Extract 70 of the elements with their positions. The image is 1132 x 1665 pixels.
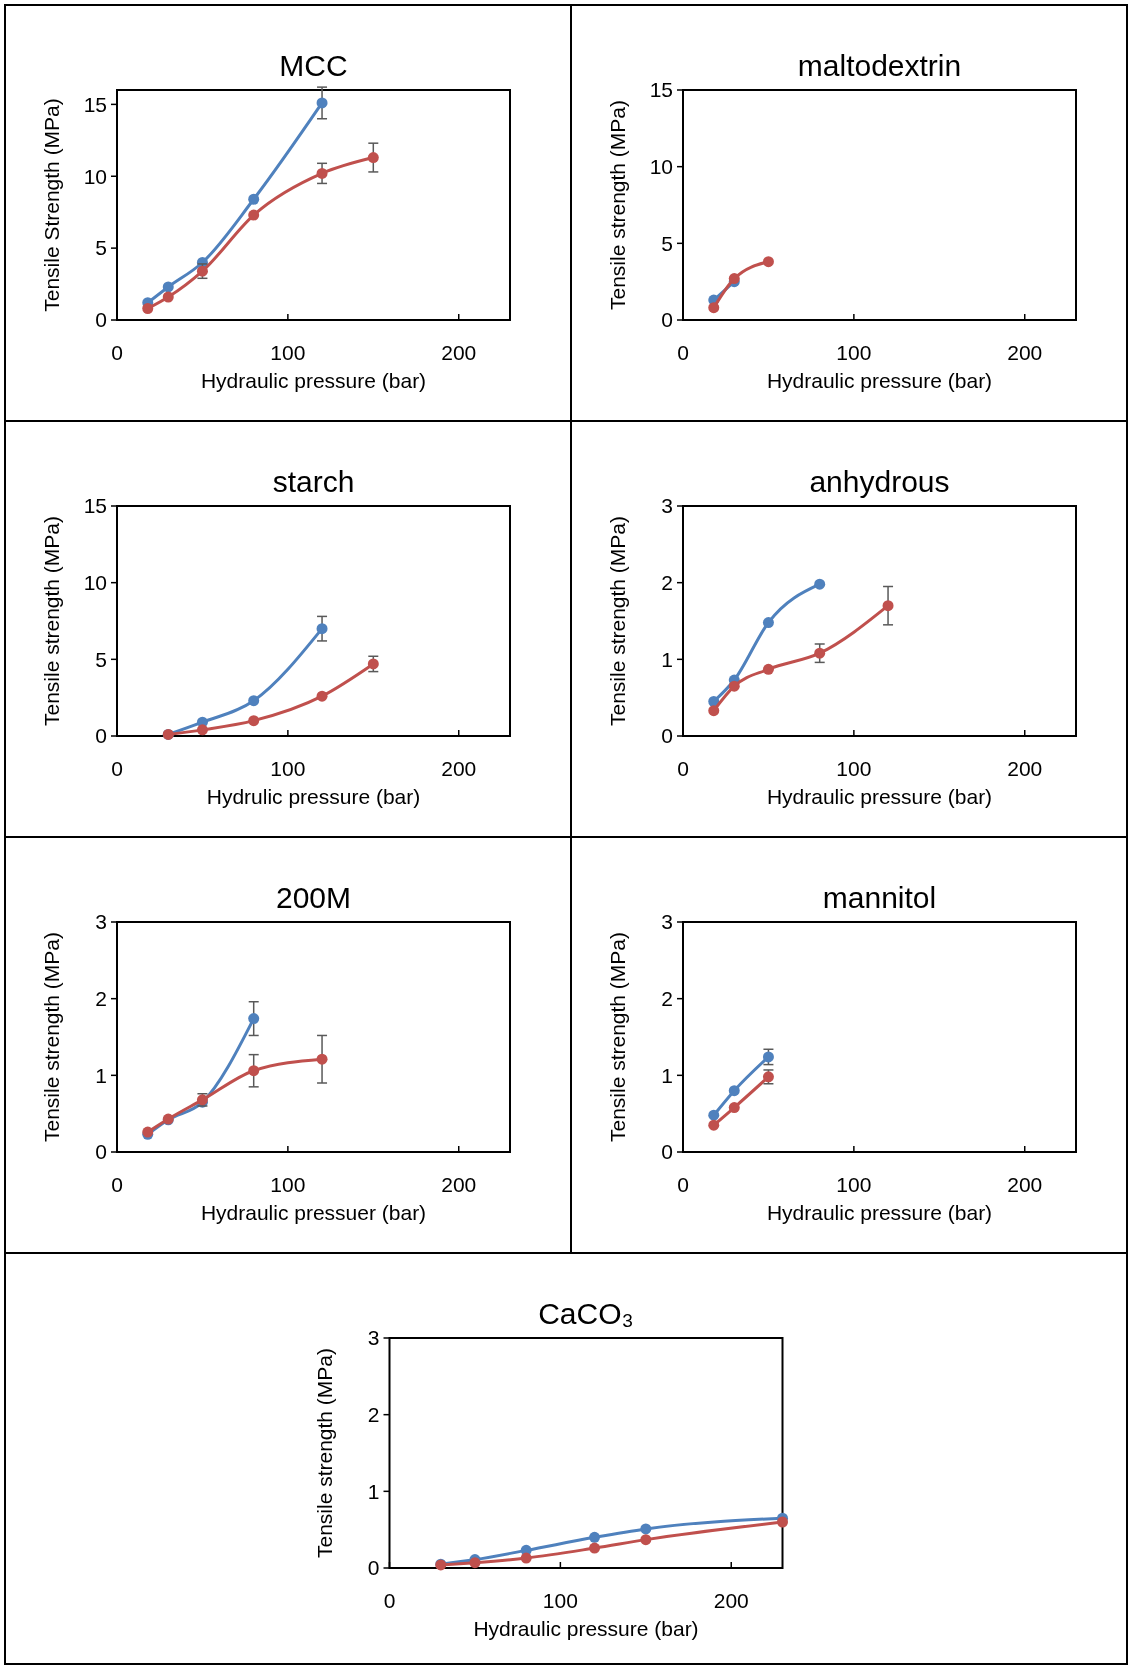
x-tick-label: 200 bbox=[441, 1173, 477, 1196]
y-tick-label: 1 bbox=[661, 1063, 673, 1087]
x-tick-label: 0 bbox=[677, 757, 689, 780]
chart-title: MCC bbox=[279, 49, 348, 82]
y-axis-title: Tensile strength (MPa) bbox=[606, 931, 629, 1143]
y-tick-label: 5 bbox=[661, 231, 673, 255]
y-tick-label: 2 bbox=[661, 571, 673, 595]
y-axis-title: Tensile strength (MPa) bbox=[40, 931, 63, 1143]
y-tick-label: 3 bbox=[661, 494, 673, 518]
x-tick-label: 0 bbox=[677, 1173, 689, 1196]
y-tick-label: 2 bbox=[661, 987, 673, 1011]
x-tick-label: 100 bbox=[836, 341, 872, 364]
y-tick-label: 2 bbox=[367, 1403, 380, 1427]
x-tick-label: 0 bbox=[111, 1173, 123, 1196]
y-tick-label: 2 bbox=[95, 987, 107, 1011]
y-tick-label: 10 bbox=[83, 571, 107, 595]
x-tick-label: 0 bbox=[111, 757, 123, 780]
chart-title: maltodextrin bbox=[797, 49, 962, 82]
y-tick-label: 3 bbox=[367, 1326, 380, 1350]
chart-title: CaCO₃ bbox=[538, 1297, 634, 1330]
chart-title: starch bbox=[272, 465, 355, 498]
y-tick-label: 10 bbox=[649, 155, 673, 179]
chart-title: mannitol bbox=[822, 881, 937, 914]
y-tick-label: 1 bbox=[95, 1063, 107, 1087]
y-tick-label: 0 bbox=[95, 308, 107, 332]
x-tick-label: 100 bbox=[270, 757, 306, 780]
y-axis-title: Tensile strength (MPa) bbox=[40, 515, 63, 727]
x-tick-label: 100 bbox=[270, 341, 306, 364]
x-tick-label: 0 bbox=[111, 341, 123, 364]
y-tick-label: 0 bbox=[95, 1140, 107, 1164]
y-tick-label: 1 bbox=[661, 647, 673, 671]
y-tick-label: 0 bbox=[95, 724, 107, 748]
y-tick-label: 3 bbox=[661, 910, 673, 934]
y-tick-label: 15 bbox=[83, 494, 107, 518]
y-tick-label: 5 bbox=[95, 236, 107, 260]
y-tick-label: 0 bbox=[367, 1556, 380, 1580]
x-tick-label: 200 bbox=[1007, 341, 1043, 364]
x-tick-label: 0 bbox=[383, 1589, 396, 1612]
y-axis-title: Tensile strength (MPa) bbox=[606, 99, 629, 311]
y-tick-label: 15 bbox=[649, 78, 673, 102]
x-tick-label: 100 bbox=[836, 1173, 872, 1196]
x-axis-title: Hydrulic pressure (bar) bbox=[206, 785, 421, 808]
x-axis-title: Hydraulic pressuer (bar) bbox=[200, 1201, 427, 1224]
x-tick-label: 200 bbox=[441, 757, 477, 780]
y-tick-label: 0 bbox=[661, 724, 673, 748]
y-tick-label: 10 bbox=[83, 164, 107, 188]
x-tick-label: 200 bbox=[441, 341, 477, 364]
x-axis-title: Hydraulic pressure (bar) bbox=[473, 1617, 699, 1640]
y-tick-label: 0 bbox=[661, 1140, 673, 1164]
x-tick-label: 100 bbox=[542, 1589, 578, 1612]
x-tick-label: 200 bbox=[713, 1589, 749, 1612]
y-axis-title: Tensile strength (MPa) bbox=[312, 1347, 336, 1559]
x-tick-label: 100 bbox=[836, 757, 872, 780]
y-tick-label: 15 bbox=[83, 92, 107, 116]
x-tick-label: 200 bbox=[1007, 757, 1043, 780]
x-axis-title: Hydraulic pressure (bar) bbox=[766, 369, 993, 392]
y-tick-label: 1 bbox=[367, 1479, 380, 1503]
x-tick-label: 0 bbox=[677, 341, 689, 364]
y-tick-label: 0 bbox=[661, 308, 673, 332]
chart-title: 200M bbox=[275, 881, 352, 914]
x-tick-label: 100 bbox=[270, 1173, 306, 1196]
y-tick-label: 5 bbox=[95, 647, 107, 671]
y-axis-title: Tensile Strength (MPa) bbox=[40, 98, 63, 312]
x-tick-label: 200 bbox=[1007, 1173, 1043, 1196]
chart-title: anhydrous bbox=[809, 465, 950, 498]
x-axis-title: Hydraulic pressure (bar) bbox=[766, 1201, 993, 1224]
x-axis-title: Hydraulic pressure (bar) bbox=[200, 369, 427, 392]
x-axis-title: Hydraulic pressure (bar) bbox=[766, 785, 993, 808]
y-tick-label: 3 bbox=[95, 910, 107, 934]
y-axis-title: Tensile strength (MPa) bbox=[606, 515, 629, 727]
